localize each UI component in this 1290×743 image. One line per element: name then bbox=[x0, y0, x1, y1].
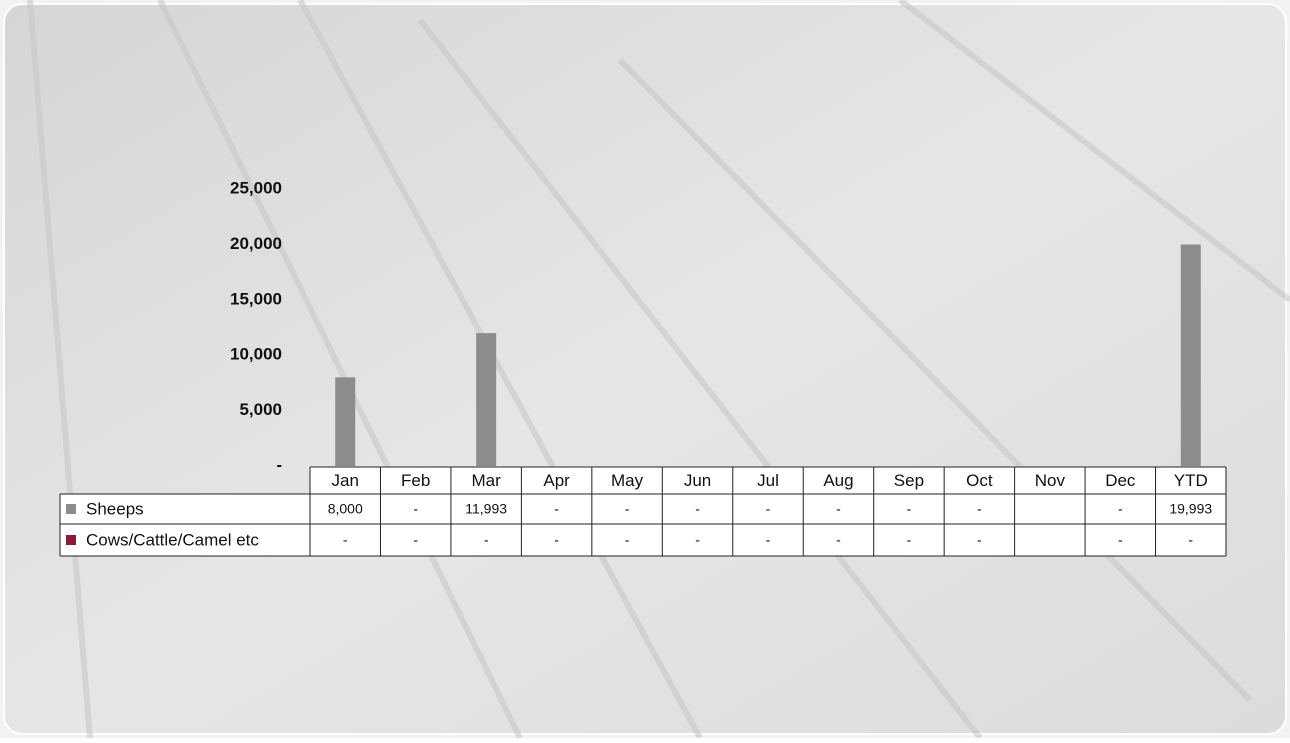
value-label: - bbox=[343, 532, 348, 548]
value-label: - bbox=[977, 501, 982, 517]
x-tick-label: Nov bbox=[1035, 471, 1066, 490]
value-label: - bbox=[695, 532, 700, 548]
legend-label: Sheeps bbox=[86, 499, 144, 518]
x-tick-label: Feb bbox=[401, 471, 430, 490]
x-tick-label: Dec bbox=[1105, 471, 1136, 490]
y-tick-label: 15,000 bbox=[230, 289, 282, 308]
x-tick-label: Apr bbox=[543, 471, 570, 490]
legend-swatch bbox=[66, 535, 76, 545]
legend-swatch bbox=[66, 504, 76, 514]
value-label: - bbox=[413, 501, 418, 517]
y-tick-label: 25,000 bbox=[230, 178, 282, 197]
y-tick-label: 5,000 bbox=[239, 400, 282, 419]
y-tick-label: 10,000 bbox=[230, 345, 282, 364]
x-tick-label: Sep bbox=[894, 471, 924, 490]
value-label: - bbox=[1118, 532, 1123, 548]
value-label: - bbox=[695, 501, 700, 517]
value-label: - bbox=[554, 501, 559, 517]
x-tick-label: Jul bbox=[757, 471, 779, 490]
x-tick-label: May bbox=[611, 471, 644, 490]
value-label: - bbox=[413, 532, 418, 548]
panel bbox=[3, 3, 1287, 735]
value-label: - bbox=[907, 501, 912, 517]
table-header-bg bbox=[310, 467, 1226, 494]
value-label: - bbox=[766, 501, 771, 517]
x-tick-label: Jan bbox=[332, 471, 359, 490]
y-tick-label: 20,000 bbox=[230, 234, 282, 253]
x-tick-label: Jun bbox=[684, 471, 711, 490]
value-label: - bbox=[836, 501, 841, 517]
bar bbox=[476, 333, 497, 466]
x-tick-label: Oct bbox=[966, 471, 993, 490]
value-label: - bbox=[554, 532, 559, 548]
value-label: - bbox=[625, 501, 630, 517]
value-label: 11,993 bbox=[465, 501, 507, 517]
x-tick-label: Aug bbox=[823, 471, 853, 490]
legend-label: Cows/Cattle/Camel etc bbox=[86, 530, 259, 549]
value-label: - bbox=[766, 532, 771, 548]
value-label: - bbox=[625, 532, 630, 548]
bar bbox=[335, 377, 356, 466]
background-pipes bbox=[27, 0, 1290, 740]
value-label: 19,993 bbox=[1169, 501, 1212, 517]
table-body-bg bbox=[60, 494, 1226, 556]
value-label: - bbox=[907, 532, 912, 548]
value-label: - bbox=[1118, 501, 1123, 517]
y-tick-label: - bbox=[276, 455, 282, 474]
x-tick-label: Mar bbox=[472, 471, 502, 490]
bar bbox=[1180, 244, 1201, 466]
value-label: - bbox=[484, 532, 489, 548]
value-label: - bbox=[836, 532, 841, 548]
value-label: 8,000 bbox=[328, 501, 363, 517]
value-label: - bbox=[1188, 532, 1193, 548]
value-label: - bbox=[977, 532, 982, 548]
x-tick-label: YTD bbox=[1174, 471, 1208, 490]
